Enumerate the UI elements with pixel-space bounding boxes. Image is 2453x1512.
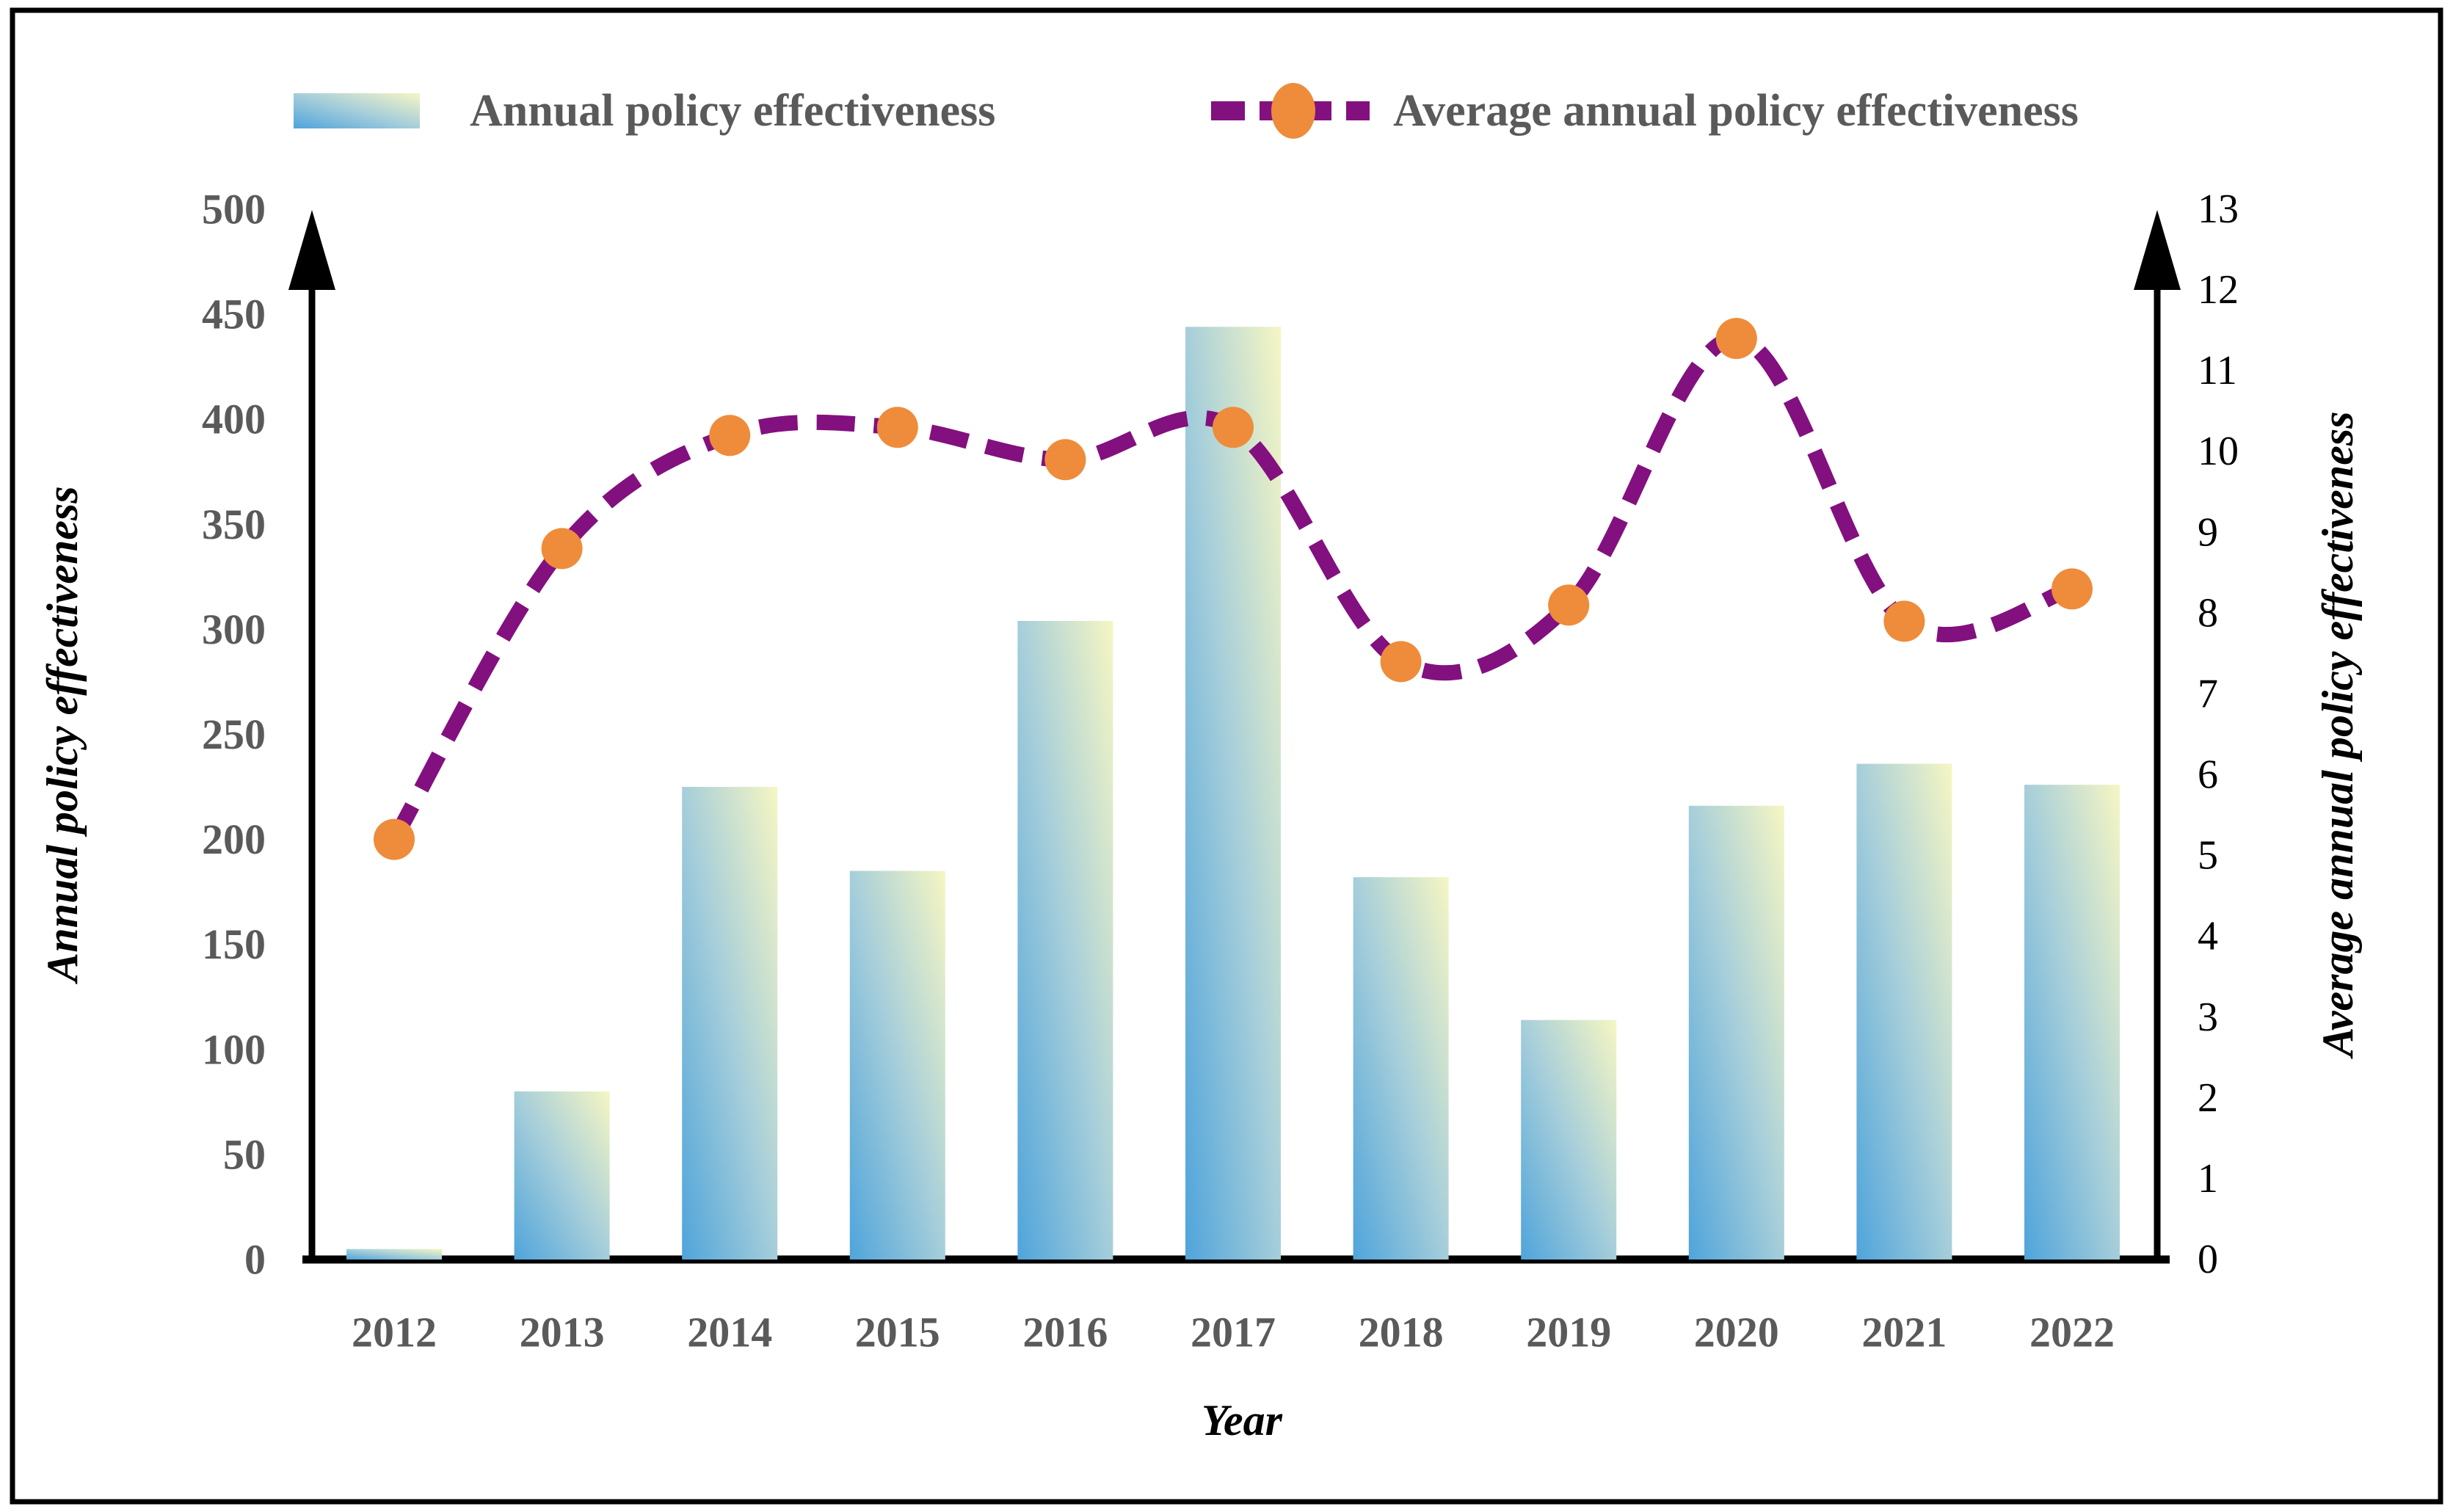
bar-2021 (1856, 763, 1952, 1260)
right-tick-11: 11 (2198, 348, 2237, 393)
marker-2018 (1380, 641, 1422, 683)
right-tick-3: 3 (2198, 995, 2218, 1040)
legend-line-label: Average annual policy effectiveness (1393, 86, 2079, 136)
figure-border (10, 7, 2443, 1505)
left-tick-250: 250 (202, 710, 266, 758)
bar-2020 (1688, 805, 1784, 1260)
right-tick-13: 13 (2198, 186, 2239, 232)
legend-bar-swatch-icon (294, 93, 420, 128)
marker-2016 (1044, 439, 1086, 481)
bar-2012 (346, 1249, 442, 1260)
right-tick-8: 8 (2198, 590, 2218, 636)
x-label-2016: 2016 (1022, 1309, 1108, 1356)
right-tick-12: 12 (2198, 267, 2239, 313)
left-tick-50: 50 (223, 1130, 266, 1178)
marker-2013 (541, 528, 583, 570)
right-tick-6: 6 (2198, 752, 2218, 798)
right-tick-0: 0 (2198, 1237, 2218, 1282)
x-label-2020: 2020 (1694, 1309, 1779, 1356)
marker-2015 (876, 407, 918, 448)
right-tick-9: 9 (2198, 509, 2218, 555)
trend-line (387, 330, 2074, 843)
bar-2018 (1353, 877, 1449, 1260)
left-tick-100: 100 (202, 1025, 266, 1073)
bar-2017 (1185, 327, 1281, 1260)
x-label-2018: 2018 (1359, 1309, 1444, 1356)
markers-group (374, 318, 2093, 860)
marker-2021 (1883, 600, 1925, 642)
left-tick-350: 350 (202, 501, 266, 548)
legend-marker-icon (1271, 83, 1315, 139)
right-axis-arrow-icon (2134, 210, 2181, 290)
right-tick-4: 4 (2198, 914, 2218, 959)
bar-2014 (682, 787, 778, 1260)
left-axis-arrow-icon (288, 210, 335, 290)
marker-2012 (374, 818, 415, 860)
left-tick-0: 0 (244, 1236, 266, 1284)
left-tick-150: 150 (202, 920, 266, 968)
x-label-2022: 2022 (2029, 1309, 2115, 1356)
left-axis-title: Annual policy effectiveness (38, 486, 87, 984)
left-tick-500: 500 (202, 186, 266, 233)
ticks-group: 0501001502002503003504004505000123456789… (202, 186, 2239, 1356)
bar-2013 (514, 1091, 610, 1260)
left-tick-400: 400 (202, 396, 266, 443)
x-label-2017: 2017 (1191, 1309, 1276, 1356)
right-tick-1: 1 (2198, 1156, 2218, 1202)
right-tick-7: 7 (2198, 671, 2218, 716)
right-tick-10: 10 (2198, 429, 2239, 474)
marker-2022 (2052, 568, 2093, 610)
right-axis-title: Average annual policy effectiveness (2314, 411, 2362, 1059)
right-tick-2: 2 (2198, 1075, 2218, 1121)
x-axis-title: Year (1202, 1396, 1283, 1444)
x-label-2013: 2013 (520, 1309, 605, 1356)
marker-2020 (1715, 318, 1757, 360)
x-label-2014: 2014 (687, 1309, 772, 1356)
bar-2015 (849, 871, 945, 1260)
trend-line-group (387, 330, 2074, 843)
bar-2019 (1521, 1019, 1617, 1260)
bar-2022 (2024, 785, 2120, 1260)
x-label-2021: 2021 (1861, 1309, 1947, 1356)
left-tick-450: 450 (202, 291, 266, 338)
left-tick-300: 300 (202, 606, 266, 653)
bar-2016 (1017, 620, 1113, 1260)
marker-2019 (1548, 584, 1590, 626)
marker-2017 (1213, 407, 1254, 448)
x-label-2019: 2019 (1526, 1309, 1611, 1356)
left-tick-200: 200 (202, 815, 266, 863)
marker-2014 (709, 415, 751, 457)
right-tick-5: 5 (2198, 833, 2218, 879)
bars-group (346, 327, 2120, 1260)
legend-bar-label: Annual policy effectiveness (470, 86, 995, 136)
x-label-2015: 2015 (855, 1309, 940, 1356)
legend: Annual policy effectiveness Average annu… (294, 83, 2079, 139)
x-label-2012: 2012 (352, 1309, 437, 1356)
